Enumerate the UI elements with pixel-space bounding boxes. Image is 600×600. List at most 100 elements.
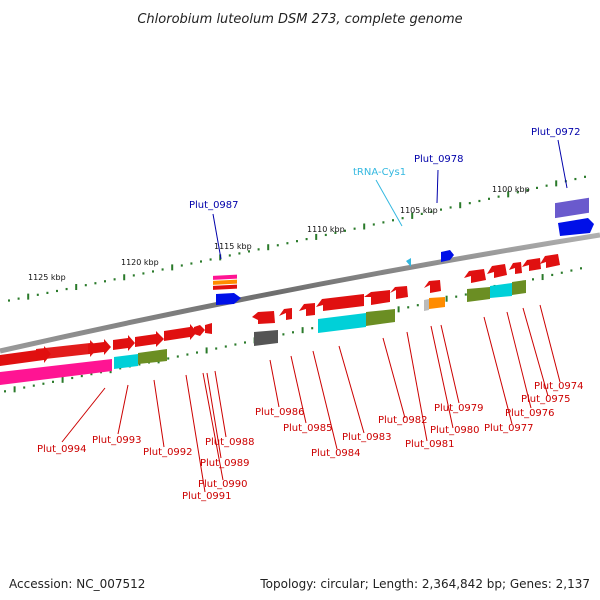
scale-tick [392, 219, 394, 222]
label-plut-0994[interactable]: Plut_0994 [37, 444, 87, 455]
scale-label-1100: 1100 kbp [492, 185, 530, 194]
label-plut-0989[interactable]: Plut_0989 [200, 458, 250, 469]
scale-tick [363, 223, 366, 230]
gene-plut-0987-feature[interactable] [216, 293, 241, 305]
lower-scale-tick [532, 278, 534, 281]
label-plut-0972[interactable]: Plut_0972 [531, 127, 581, 138]
label-plut-0975[interactable]: Plut_0975 [521, 394, 571, 405]
gene-plut-0980-arrow[interactable] [424, 280, 441, 293]
gene-plut-0993-arrow[interactable] [36, 340, 98, 360]
lower-scale-tick [301, 327, 304, 334]
scale-tick [267, 244, 270, 251]
label-plut-0993[interactable]: Plut_0993 [92, 435, 142, 446]
gene-plut-0983-arrow[interactable] [316, 294, 364, 311]
scale-tick [248, 250, 250, 253]
trna-cys1-feature[interactable] [406, 258, 411, 267]
lower-scale-tick [176, 355, 179, 358]
gene-plut-0989-arrow[interactable] [164, 324, 197, 341]
map-title: Chlorobium luteolum DSM 273, complete ge… [137, 12, 462, 27]
lower-scale-tick [570, 269, 573, 272]
label-plut-0992[interactable]: Plut_0992 [143, 447, 193, 458]
chromosome-backbone [0, 232, 600, 354]
label-plut-0982[interactable]: Plut_0982 [378, 415, 428, 426]
gene-plut-0972-feature[interactable] [558, 218, 594, 236]
label-plut-0986[interactable]: Plut_0986 [255, 407, 305, 418]
gene-plut-0990-arrow[interactable] [135, 331, 164, 347]
scale-label-1120: 1120 kbp [121, 258, 159, 267]
gene-plut-0977-arrow[interactable] [464, 269, 486, 283]
lower-scale-tick [580, 267, 582, 270]
scale-tick [142, 272, 145, 275]
label-plut-0977[interactable]: Plut_0977 [484, 423, 534, 434]
label-plut-0991[interactable]: Plut_0991 [182, 491, 232, 502]
gene-plut-0973-arrow[interactable] [540, 254, 560, 268]
lower-scale-tick [551, 273, 554, 277]
label-plut-0974[interactable]: Plut_0974 [534, 381, 584, 392]
gene-plut-0978-feature[interactable] [441, 250, 454, 262]
label-trna-cys1[interactable]: tRNA-Cys1 [353, 167, 406, 178]
scale-tick [286, 242, 289, 245]
lower-scale-tick [416, 304, 419, 307]
scale-tick [132, 274, 135, 277]
scale-tick [200, 260, 202, 263]
scale-tick [8, 299, 10, 302]
cog-bars [0, 280, 526, 385]
scale-tick [497, 195, 500, 198]
lower-scale-tick [311, 327, 314, 330]
scale-tick [488, 197, 490, 200]
gene-plut-0991-arrow[interactable] [113, 335, 135, 351]
scale-tick [324, 233, 327, 237]
scale-tick [27, 293, 30, 300]
label-plut-0985[interactable]: Plut_0985 [283, 423, 333, 434]
label-plut-0984[interactable]: Plut_0984 [311, 448, 361, 459]
label-plut-0980[interactable]: Plut_0980 [430, 425, 480, 436]
lower-scale-tick [4, 390, 6, 393]
scale-label-1125: 1125 kbp [28, 273, 66, 282]
scale-tick [315, 233, 318, 240]
lower-scale-tick [186, 353, 189, 356]
scale-label-1105: 1105 kbp [400, 206, 438, 215]
scale-tick [46, 291, 49, 294]
scale-tick [478, 199, 481, 203]
gene-plut-0988a-arrow[interactable] [194, 325, 205, 336]
scale-tick [152, 270, 154, 273]
gene-plut-0976-arrow[interactable] [487, 264, 507, 278]
gene-plut-0982-arrow[interactable] [364, 290, 390, 305]
scale-tick [238, 252, 241, 255]
lower-scale-tick [80, 374, 83, 378]
label-plut-0979[interactable]: Plut_0979 [434, 403, 484, 414]
lower-scale-tick [13, 386, 16, 393]
gene-plut-0984-arrow[interactable] [299, 303, 315, 316]
scale-tick [584, 175, 586, 178]
label-plut-0990[interactable]: Plut_0990 [198, 479, 248, 490]
gene-plut-0986-arrow[interactable] [252, 311, 275, 324]
label-plut-0978[interactable]: Plut_0978 [414, 154, 464, 165]
gene-plut-0981-arrow[interactable] [390, 286, 408, 299]
gene-plut-0974-arrow[interactable] [522, 258, 541, 271]
lower-scale-tick [464, 293, 467, 296]
lower-scale-tick [167, 357, 170, 360]
gene-plut-0988b-arrow[interactable] [205, 323, 212, 334]
label-plut-0981[interactable]: Plut_0981 [405, 439, 455, 450]
gene-plut-0985-arrow[interactable] [279, 308, 292, 320]
cog-bar-gray-0980 [424, 299, 429, 311]
gene-plut-0975-arrow[interactable] [509, 262, 522, 274]
scale-tick [382, 221, 385, 224]
topology-text: Topology: circular; Length: 2,364,842 bp… [260, 577, 590, 591]
scale-tick [180, 264, 183, 267]
cog-bar-cyan-0983 [318, 313, 366, 333]
scale-tick [104, 280, 106, 283]
scale-tick [113, 278, 116, 281]
scale-tick [574, 177, 577, 181]
lower-scale-tick [445, 295, 448, 302]
label-plut-0983[interactable]: Plut_0983 [342, 432, 392, 443]
scale-tick [305, 237, 308, 241]
label-plut-0987[interactable]: Plut_0987 [189, 200, 239, 211]
scale-tick [526, 188, 529, 192]
lower-scale-tick [455, 295, 458, 298]
gene-plut-0992-arrow[interactable] [88, 339, 111, 355]
label-plut-0976[interactable]: Plut_0976 [505, 408, 555, 419]
label-plut-0988[interactable]: Plut_0988 [205, 437, 255, 448]
cog-bar-olive-0975 [512, 280, 526, 295]
scale-tick [75, 284, 78, 291]
